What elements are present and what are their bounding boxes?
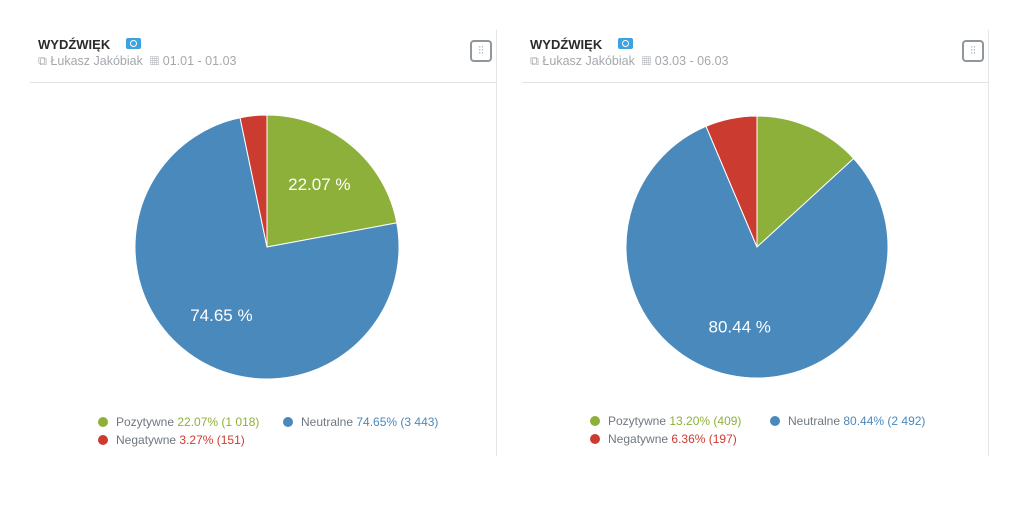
legend-dot-icon bbox=[98, 417, 108, 427]
author-name: Łukasz Jakóbiak bbox=[542, 54, 635, 68]
legend-value: 80.44% (2 492) bbox=[843, 414, 926, 428]
legend-name: Neutralne bbox=[301, 415, 354, 429]
panel-subtitle: ⧉ Łukasz Jakóbiak ▦ 01.01 - 01.03 bbox=[38, 54, 236, 69]
pie-slice-pozytywne[interactable] bbox=[266, 114, 398, 248]
pie-slice-neutralne[interactable] bbox=[134, 117, 400, 380]
legend-dot-icon bbox=[590, 434, 600, 444]
legend-dot-icon bbox=[770, 416, 780, 426]
date-range: 01.01 - 01.03 bbox=[162, 54, 237, 68]
camera-icon[interactable] bbox=[618, 38, 633, 49]
slice-label: 22.07 % bbox=[288, 175, 350, 194]
author-icon: ⧉ bbox=[38, 54, 47, 68]
legend-name: Pozytywne bbox=[116, 415, 175, 429]
legend-value: 74.65% (3 443) bbox=[356, 415, 439, 429]
panel-title: WYDŹWIĘK bbox=[530, 37, 603, 52]
sentiment-panel-2: WYDŹWIĘK ⧉ Łukasz Jakóbiak ▦ 03.03 - 06.… bbox=[522, 30, 989, 456]
legend-value: 13.20% (409) bbox=[669, 414, 742, 428]
legend-dot-icon bbox=[590, 416, 600, 426]
legend-value: 3.27% (151) bbox=[179, 433, 245, 447]
settings-sliders-icon[interactable]: ⫶⫶ bbox=[962, 40, 984, 62]
legend-dot-icon bbox=[283, 417, 293, 427]
panel-header: WYDŹWIĘK ⧉ Łukasz Jakóbiak ▦ 01.01 - 01.… bbox=[30, 30, 496, 83]
author-icon: ⧉ bbox=[530, 54, 539, 68]
slice-label: 74.65 % bbox=[190, 306, 252, 325]
pie-chart: 80.44 % bbox=[625, 115, 889, 379]
legend-item[interactable]: Pozytywne 22.07% (1 018) bbox=[98, 415, 259, 429]
pie-chart: 22.07 % 74.65 % bbox=[134, 114, 400, 380]
panel-title: WYDŹWIĘK bbox=[38, 37, 111, 52]
legend-name: Pozytywne bbox=[608, 414, 667, 428]
legend-name: Neutralne bbox=[788, 414, 841, 428]
legend-value: 6.36% (197) bbox=[671, 432, 737, 446]
legend-item[interactable]: Negatywne 6.36% (197) bbox=[590, 432, 737, 446]
pie-slice-negatywne[interactable] bbox=[239, 114, 268, 248]
settings-sliders-icon[interactable]: ⫶⫶ bbox=[470, 40, 492, 62]
legend-value: 22.07% (1 018) bbox=[177, 415, 260, 429]
calendar-icon: ▦ bbox=[149, 54, 160, 68]
pie-slice-pozytywne[interactable] bbox=[756, 115, 855, 249]
legend-item[interactable]: Neutralne 80.44% (2 492) bbox=[770, 414, 925, 428]
calendar-icon: ▦ bbox=[641, 54, 652, 68]
legend-dot-icon bbox=[98, 435, 108, 445]
legend-name: Negatywne bbox=[116, 433, 177, 447]
panel-subtitle: ⧉ Łukasz Jakóbiak ▦ 03.03 - 06.03 bbox=[530, 54, 728, 69]
date-range: 03.03 - 06.03 bbox=[654, 54, 729, 68]
legend-name: Negatywne bbox=[608, 432, 669, 446]
legend-item[interactable]: Pozytywne 13.20% (409) bbox=[590, 414, 741, 428]
pie-slice-neutralne[interactable] bbox=[625, 125, 889, 379]
pie-slice-negatywne[interactable] bbox=[705, 115, 758, 248]
legend-item[interactable]: Negatywne 3.27% (151) bbox=[98, 433, 245, 447]
sentiment-panel-1: WYDŹWIĘK ⧉ Łukasz Jakóbiak ▦ 01.01 - 01.… bbox=[30, 30, 497, 456]
legend-item[interactable]: Neutralne 74.65% (3 443) bbox=[283, 415, 438, 429]
camera-icon[interactable] bbox=[126, 38, 141, 49]
panel-header: WYDŹWIĘK ⧉ Łukasz Jakóbiak ▦ 03.03 - 06.… bbox=[522, 30, 988, 83]
slice-label: 80.44 % bbox=[708, 317, 770, 336]
author-name: Łukasz Jakóbiak bbox=[50, 54, 143, 68]
